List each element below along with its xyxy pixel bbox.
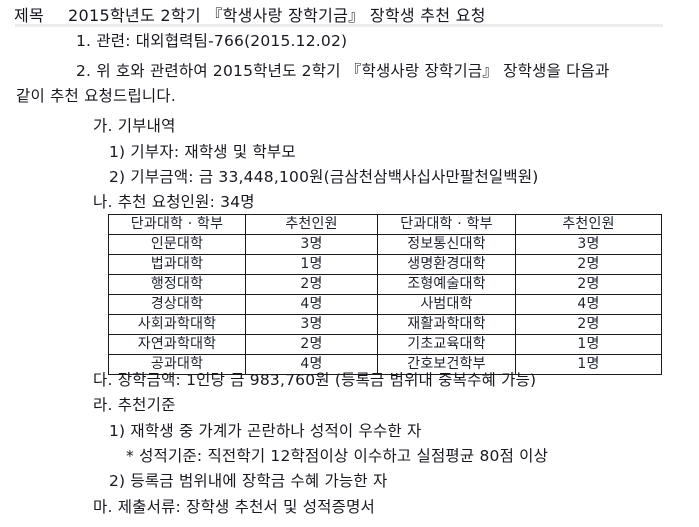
clause-ra-sub-1-note: * 성적기준: 직전학기 12학점이상 이수하고 실점평균 80점 이상 bbox=[126, 447, 549, 465]
recommendation-table: 단과대학 · 학부 추천인원 단과대학 · 학부 추천인원 인문대학 3명 정보… bbox=[108, 214, 662, 375]
table-row: 행정대학 2명 조형예술대학 2명 bbox=[108, 274, 662, 295]
table-cell-college: 기초교육대학 bbox=[377, 334, 516, 355]
table-cell-quota: 3명 bbox=[245, 314, 378, 335]
title-label: 제목 bbox=[14, 6, 45, 25]
page-title: 2015학년도 2학기 『학생사랑 장학기금』 장학생 추천 요청 bbox=[68, 6, 486, 25]
table-cell-college: 법과대학 bbox=[108, 254, 246, 275]
table-cell-college: 경상대학 bbox=[108, 294, 246, 315]
table-cell-quota: 2명 bbox=[245, 334, 378, 355]
table-cell-college: 사범대학 bbox=[377, 294, 516, 315]
table-cell-quota: 2명 bbox=[515, 274, 662, 295]
table-cell-college: 공과대학 bbox=[108, 354, 246, 375]
table-cell-quota: 4명 bbox=[515, 294, 662, 315]
table-header-cell: 단과대학 · 학부 bbox=[108, 214, 246, 235]
clause-ma-heading: 마. 제출서류: 장학생 추천서 및 성적증명서 bbox=[93, 498, 376, 516]
table-cell-quota: 2명 bbox=[515, 314, 662, 335]
table-header-row: 단과대학 · 학부 추천인원 단과대학 · 학부 추천인원 bbox=[108, 214, 662, 235]
table-row: 공과대학 4명 간호보건학부 1명 bbox=[108, 354, 662, 375]
clause-item-2: 2. 위 호와 관련하여 2015학년도 2학기 『학생사랑 장학기금』 장학생… bbox=[76, 62, 610, 80]
table-header-cell: 추천인원 bbox=[245, 214, 378, 235]
clause-ra-sub-2: 2) 등록금 범위내에 장학금 수혜 가능한 자 bbox=[109, 472, 388, 490]
table-row: 경상대학 4명 사범대학 4명 bbox=[108, 294, 662, 315]
table-cell-college: 행정대학 bbox=[108, 274, 246, 295]
clause-ra-heading: 라. 추천기준 bbox=[93, 396, 176, 414]
table-cell-quota: 3명 bbox=[245, 234, 378, 255]
table-row: 사회과학대학 3명 재활과학대학 2명 bbox=[108, 314, 662, 335]
table-cell-quota: 2명 bbox=[515, 254, 662, 275]
table-cell-quota: 2명 bbox=[245, 274, 378, 295]
document-title-row: 제목 2015학년도 2학기 『학생사랑 장학기금』 장학생 추천 요청 bbox=[14, 2, 674, 25]
table-cell-college: 재활과학대학 bbox=[377, 314, 516, 335]
recommendation-table-wrapper: 단과대학 · 학부 추천인원 단과대학 · 학부 추천인원 인문대학 3명 정보… bbox=[108, 214, 662, 375]
title-underline-rule bbox=[15, 24, 663, 27]
table-row: 법과대학 1명 생명환경대학 2명 bbox=[108, 254, 662, 275]
table-cell-college: 인문대학 bbox=[108, 234, 246, 255]
table-header-cell: 추천인원 bbox=[515, 214, 662, 235]
table-cell-quota: 1명 bbox=[515, 354, 662, 375]
table-row: 자연과학대학 2명 기초교육대학 1명 bbox=[108, 334, 662, 355]
table-cell-college: 사회과학대학 bbox=[108, 314, 246, 335]
clause-ra-sub-1: 1) 재학생 중 가계가 곤란하나 성적이 우수한 자 bbox=[109, 422, 422, 440]
clause-na-heading: 나. 추천 요청인원: 34명 bbox=[93, 193, 255, 211]
table-cell-college: 자연과학대학 bbox=[108, 334, 246, 355]
table-cell-college: 조형예술대학 bbox=[377, 274, 516, 295]
table-header-cell: 단과대학 · 학부 bbox=[377, 214, 516, 235]
table-cell-quota: 1명 bbox=[245, 254, 378, 275]
clause-item-2-cont: 같이 추천 요청드립니다. bbox=[16, 87, 176, 105]
table-cell-quota: 1명 bbox=[515, 334, 662, 355]
clause-ga-heading: 가. 기부내역 bbox=[93, 117, 176, 135]
table-cell-college: 정보통신대학 bbox=[377, 234, 516, 255]
table-cell-college: 생명환경대학 bbox=[377, 254, 516, 275]
table-cell-college: 간호보건학부 bbox=[377, 354, 516, 375]
table-cell-quota: 4명 bbox=[245, 294, 378, 315]
clause-item-1: 1. 관련: 대외협력팀-766(2015.12.02) bbox=[76, 32, 348, 50]
clause-ga-sub-2: 2) 기부금액: 금 33,448,100원(금삼천삼백사십사만팔천일백원) bbox=[109, 168, 539, 186]
table-row: 인문대학 3명 정보통신대학 3명 bbox=[108, 234, 662, 255]
table-cell-quota: 3명 bbox=[515, 234, 662, 255]
clause-da-heading: 다. 장학금액: 1인당 금 983,760원 (등록금 범위내 중복수혜 가능… bbox=[93, 371, 537, 389]
clause-ga-sub-1: 1) 기부자: 재학생 및 학부모 bbox=[109, 143, 296, 161]
